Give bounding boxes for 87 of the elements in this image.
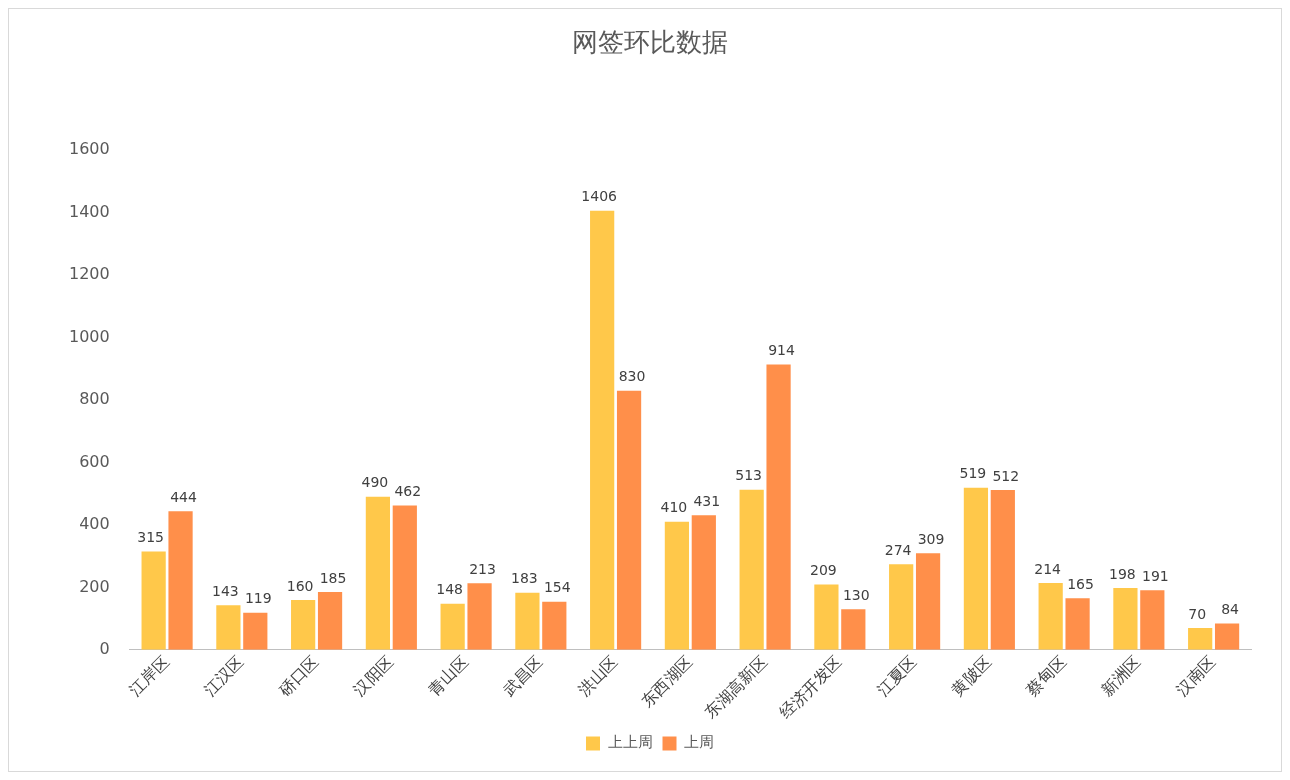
x-tick-label: 江岸区	[125, 651, 173, 700]
bar	[168, 511, 193, 650]
bar	[1214, 623, 1240, 650]
x-tick-label: 蔡甸区	[1022, 651, 1070, 700]
data-label: 462	[394, 483, 422, 500]
chart-title: 网签环比数据	[572, 27, 728, 58]
bar	[1140, 590, 1165, 650]
data-label: 513	[735, 467, 763, 484]
y-tick-label: 400	[79, 514, 110, 534]
bar	[1038, 583, 1063, 650]
x-tick-label: 武昌区	[499, 651, 547, 700]
data-label: 431	[693, 492, 721, 509]
data-label: 274	[884, 541, 912, 558]
bar	[216, 605, 241, 650]
bar	[841, 609, 866, 650]
data-label: 830	[618, 368, 646, 385]
data-label: 315	[137, 529, 165, 546]
bar	[1065, 598, 1090, 650]
x-tick-label: 汉阳区	[349, 651, 398, 700]
bar	[963, 487, 989, 650]
data-label: 191	[1141, 567, 1169, 584]
bar	[243, 612, 268, 650]
data-label: 512	[992, 467, 1020, 484]
y-tick-label: 600	[79, 451, 110, 471]
data-label: 519	[959, 465, 987, 482]
data-label: 185	[319, 569, 347, 586]
bar	[440, 603, 465, 650]
x-tick-label: 新洲区	[1097, 651, 1145, 700]
data-label: 490	[361, 474, 389, 491]
bar	[766, 364, 791, 650]
bar	[990, 489, 1015, 650]
data-label: 148	[436, 581, 464, 598]
bar	[542, 601, 567, 650]
data-label: 410	[660, 499, 688, 516]
legend-label: 上上周	[607, 733, 653, 752]
data-label: 213	[469, 560, 496, 577]
bar	[365, 496, 391, 650]
bar	[1188, 628, 1213, 650]
x-tick-label: 洪山区	[574, 651, 622, 700]
data-label: 154	[543, 579, 571, 596]
y-tick-label: 1600	[69, 139, 110, 159]
x-tick-label: 汉南区	[1172, 651, 1220, 700]
bar	[392, 505, 417, 650]
data-label: 309	[917, 531, 945, 547]
bar	[691, 515, 716, 650]
x-tick-label: 青山区	[424, 651, 472, 700]
y-tick-label: 1000	[69, 326, 110, 346]
data-label: 183	[511, 570, 538, 587]
x-tick-label: 江汉区	[200, 651, 248, 700]
data-label: 198	[1109, 565, 1136, 582]
data-label: 130	[842, 586, 870, 603]
y-tick-label: 200	[79, 576, 110, 596]
y-tick-label: 800	[79, 389, 110, 409]
bar	[664, 521, 690, 650]
data-label: 1406	[581, 188, 618, 205]
x-tick-label: 经济开发区	[775, 651, 846, 722]
bar	[590, 210, 615, 650]
data-label: 444	[170, 488, 197, 505]
bar	[739, 489, 764, 650]
data-label: 70	[1188, 605, 1207, 622]
x-tick-label: 东湖高新区	[700, 651, 771, 722]
bar	[317, 592, 343, 650]
x-tick-label: 东西湖区	[637, 651, 697, 711]
bar	[616, 390, 642, 650]
data-label: 143	[212, 582, 239, 599]
data-label: 160	[286, 577, 314, 594]
bar	[1113, 588, 1138, 650]
bar	[291, 599, 316, 650]
data-label: 914	[768, 342, 796, 359]
y-tick-label: 1200	[69, 264, 110, 284]
data-label: 209	[810, 562, 837, 579]
y-tick-label: 1400	[69, 201, 110, 221]
bar	[814, 584, 839, 650]
x-tick-label: 江夏区	[873, 651, 921, 700]
x-tick-label: 黄陂区	[947, 651, 996, 700]
bar	[889, 564, 914, 650]
data-label: 165	[1067, 575, 1094, 592]
data-label: 119	[244, 590, 272, 607]
legend-label: 上周	[684, 733, 714, 752]
x-tick-label: 硚口区	[274, 651, 323, 701]
data-label: 84	[1221, 601, 1240, 618]
bar	[141, 551, 166, 650]
data-label: 214	[1034, 560, 1062, 577]
bar	[915, 553, 941, 650]
bar	[467, 583, 492, 650]
bar	[515, 592, 540, 650]
y-tick-label: 0	[99, 639, 110, 659]
